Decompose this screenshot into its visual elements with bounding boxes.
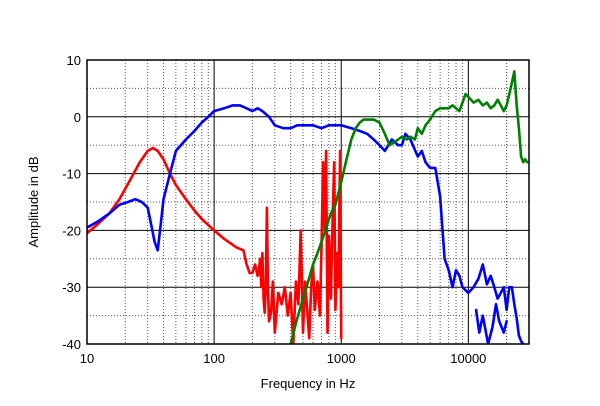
blue-response-line	[87, 104, 525, 344]
x-tick-label: 10000	[450, 351, 486, 366]
y-tick-label: 0	[74, 110, 81, 125]
x-tick-label: 10	[80, 351, 94, 366]
y-tick-label: 10	[67, 53, 81, 68]
red-response-line	[87, 146, 343, 344]
x-tick-label: 100	[203, 351, 225, 366]
plot-area	[87, 70, 529, 344]
blue-response-line-segment	[474, 302, 508, 344]
y-tick-label: -20	[62, 223, 81, 238]
y-axis-label: Amplitude in dB	[26, 156, 41, 247]
y-tick-label: -10	[62, 167, 81, 182]
x-tick-label: 1000	[327, 351, 356, 366]
plot-frame	[86, 59, 530, 345]
y-tick-label: -30	[62, 280, 81, 295]
y-tick-label: -40	[62, 337, 81, 352]
x-axis-label: Frequency in Hz	[261, 376, 356, 391]
y-tick-labels: 10 0 -10 -20 -30 -40	[62, 53, 81, 352]
green-response-line	[289, 70, 529, 344]
x-tick-labels: 10 100 1000 10000	[80, 351, 487, 366]
